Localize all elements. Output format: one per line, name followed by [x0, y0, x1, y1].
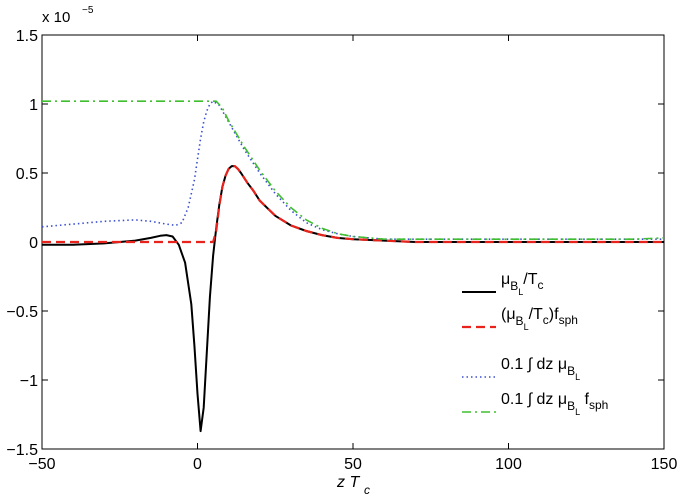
x-axis-label: z T c — [336, 474, 370, 497]
legend-label-3: 0.1 ∫ dz μBL — [501, 356, 580, 382]
y-tick-label: −1 — [20, 373, 38, 390]
x-tick-label: 100 — [495, 456, 522, 473]
y-tick-label: 0 — [29, 235, 38, 252]
legend-label-2: (μBL/Tc)fsph — [501, 306, 578, 332]
x-tick-label: 150 — [651, 456, 678, 473]
y-ticks: −1.5 −1 −0.5 0 0.5 1 1.5 — [6, 28, 664, 459]
series-line-4 — [42, 100, 665, 240]
x-tick-label: 0 — [193, 456, 202, 473]
y-multiplier-exponent: −5 — [82, 5, 94, 16]
x-tick-label: −50 — [28, 456, 55, 473]
x-tick-label: 50 — [344, 456, 362, 473]
y-multiplier: x 10 −5 — [42, 5, 94, 26]
y-tick-label: 0.5 — [16, 166, 38, 183]
y-multiplier-text: x 10 — [42, 9, 70, 26]
x-axis-label-text: z T — [336, 474, 360, 491]
legend-label-4: 0.1 ∫ dz μBL fsph — [501, 391, 608, 417]
series-line-2 — [42, 165, 664, 244]
legend: μBL/Tc (μBL/Tc)fsph 0.1 ∫ dz μBL 0.1 ∫ dz μ… — [462, 271, 608, 417]
series-layer — [41, 100, 665, 433]
y-tick-label: 1 — [29, 97, 38, 114]
y-tick-label: −1.5 — [6, 442, 38, 459]
y-tick-label: 1.5 — [16, 28, 38, 45]
y-tick-label: −0.5 — [6, 304, 38, 321]
x-ticks: −50 0 50 100 150 — [28, 35, 677, 473]
legend-label-1: μBL/Tc — [501, 271, 543, 297]
x-axis-label-subscript: c — [364, 483, 370, 497]
